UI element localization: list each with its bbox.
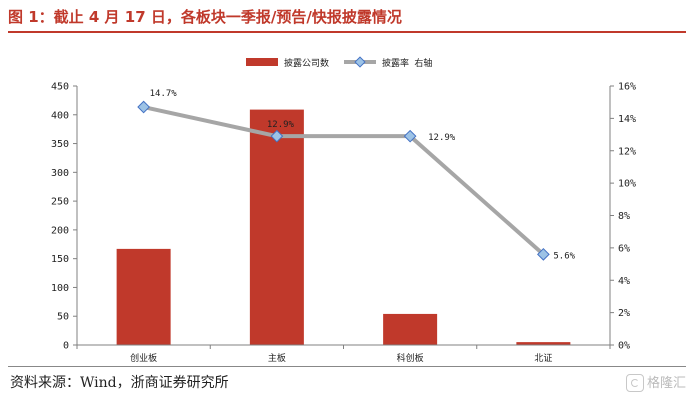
right-tick-label-0: 0% xyxy=(618,341,630,352)
x-tick-label-3: 北证 xyxy=(534,353,552,364)
left-tick-label-6: 300 xyxy=(51,168,69,179)
x-tick-label-1: 主板 xyxy=(268,352,286,364)
line-data-label-1: 12.9% xyxy=(267,120,295,130)
right-tick-label-1: 2% xyxy=(618,308,630,319)
legend-line-marker xyxy=(354,56,366,68)
line-point-1 xyxy=(270,129,284,143)
source-note: 资料来源：Wind，浙商证券研究所 xyxy=(10,375,229,391)
legend-bar-swatch xyxy=(246,58,278,66)
right-tick-label-2: 4% xyxy=(618,276,630,287)
legend-bar-label: 披露公司数 xyxy=(284,57,329,69)
watermark-logo-icon xyxy=(625,373,644,392)
left-tick-label-4: 200 xyxy=(51,225,69,236)
line-data-label-2: 12.9% xyxy=(428,133,456,143)
line-point-3 xyxy=(537,247,550,261)
right-tick-label-7: 14% xyxy=(618,114,636,125)
bar-3 xyxy=(516,342,571,345)
left-tick-label-1: 50 xyxy=(57,312,69,323)
x-tick-label-2: 科创板 xyxy=(397,352,424,364)
right-tick-label-4: 8% xyxy=(618,211,630,222)
line-data-label-3: 5.6% xyxy=(553,251,575,261)
left-tick-label-3: 150 xyxy=(51,254,69,265)
left-tick-label-9: 450 xyxy=(51,82,69,93)
left-tick-label-0: 0 xyxy=(63,341,69,352)
right-tick-label-6: 12% xyxy=(618,146,636,157)
right-tick-label-8: 16% xyxy=(618,82,636,93)
left-tick-label-8: 400 xyxy=(51,110,69,121)
line-series-path xyxy=(143,105,545,256)
left-tick-label-5: 250 xyxy=(51,197,69,208)
bar-0 xyxy=(116,248,171,345)
line-data-label-0: 14.7% xyxy=(150,89,178,99)
watermark: 格隆汇 xyxy=(625,372,686,396)
left-tick-label-2: 100 xyxy=(51,283,69,294)
line-point-0 xyxy=(137,100,150,114)
bar-2 xyxy=(383,313,438,345)
right-tick-label-3: 6% xyxy=(618,243,630,254)
legend-line-label: 披露率 右轴 xyxy=(382,57,432,69)
source-divider xyxy=(8,366,686,367)
x-tick-label-0: 创业板 xyxy=(130,352,157,364)
bar-1 xyxy=(249,109,304,345)
chart: 披露公司数 披露率 右轴 0 50 100 150 200 250 300 350 400 450 0%… xyxy=(51,56,636,364)
title-divider xyxy=(8,31,686,33)
right-tick-label-5: 10% xyxy=(618,179,636,190)
line-point-2 xyxy=(403,129,417,143)
watermark-text: 格隆汇 xyxy=(646,376,686,391)
left-tick-label-7: 350 xyxy=(51,139,69,150)
figure-title: 图 1：截止 4 月 17 日，各板块一季报/预告/快报披露情况 xyxy=(8,8,402,26)
